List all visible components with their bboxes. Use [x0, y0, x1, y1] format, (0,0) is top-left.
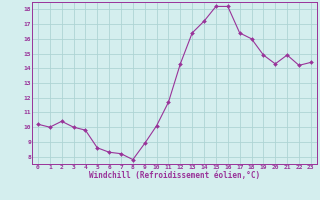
X-axis label: Windchill (Refroidissement éolien,°C): Windchill (Refroidissement éolien,°C) [89, 171, 260, 180]
